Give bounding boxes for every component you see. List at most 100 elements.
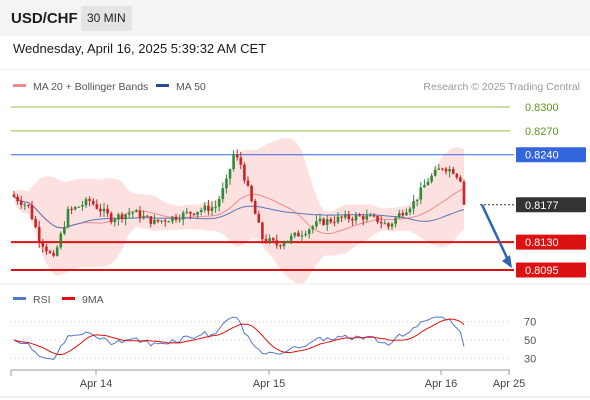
candle-body <box>415 199 419 202</box>
candle-body <box>145 215 149 217</box>
candle-body <box>354 215 358 221</box>
candle-body <box>171 216 174 222</box>
candle-body <box>84 199 88 206</box>
candle-body <box>289 235 293 241</box>
candle-body <box>387 223 390 227</box>
candle-body <box>196 211 199 215</box>
candle-body <box>426 181 430 186</box>
candle-body <box>185 211 189 213</box>
candle-body <box>199 210 203 212</box>
candle-body <box>131 212 135 214</box>
candle-body <box>243 164 246 181</box>
candle-body <box>95 204 99 209</box>
level-label: 0.8270 <box>525 126 559 138</box>
candle-body <box>325 219 329 225</box>
candle-body <box>279 245 282 247</box>
candle-body <box>408 208 412 213</box>
candle-body <box>52 252 55 256</box>
candle-body <box>77 206 81 208</box>
interval-button[interactable]: 30 MIN <box>81 6 132 31</box>
candle-body <box>253 201 257 215</box>
candle-body <box>300 235 304 237</box>
candle-body <box>181 212 185 220</box>
candle-body <box>340 216 343 218</box>
candle-body <box>401 213 405 216</box>
candle-body <box>124 214 127 220</box>
level-tag <box>516 147 586 163</box>
forecast-arrow-head <box>502 255 512 268</box>
candle-body <box>232 154 235 170</box>
candle-body <box>99 208 102 212</box>
candle-body <box>275 240 279 246</box>
candle-body <box>412 201 415 209</box>
candle-body <box>250 185 253 202</box>
candle-body <box>329 219 333 223</box>
candle-body <box>271 238 275 241</box>
candle-body <box>19 201 23 205</box>
level-label: 0.8095 <box>525 265 559 277</box>
level-label: 0.8240 <box>525 150 559 162</box>
candle-body <box>138 210 142 219</box>
candle-body <box>293 232 297 236</box>
candle-body <box>30 205 34 220</box>
candle-body <box>423 185 426 188</box>
level-tag <box>516 197 586 213</box>
candle-body <box>135 210 138 213</box>
x-tick-label: Apr 15 <box>253 378 285 390</box>
candle-body <box>419 187 423 200</box>
candle-body <box>307 229 311 234</box>
candle-body <box>113 219 117 223</box>
level-label: 0.8300 <box>525 102 559 114</box>
candle-body <box>433 169 437 176</box>
candle-body <box>91 200 95 205</box>
x-tick-label: Apr 16 <box>425 378 457 390</box>
candle-body <box>246 180 250 186</box>
candle-body <box>358 215 361 217</box>
candle-body <box>214 206 217 208</box>
rsi-legend-swatch <box>62 297 75 300</box>
candle-body <box>127 213 131 215</box>
legend-label: MA 20 + Bollinger Bands <box>33 81 148 93</box>
candle-body <box>264 239 268 242</box>
candle-body <box>225 178 228 189</box>
rsi-legend-label: 9MA <box>82 294 104 306</box>
x-tick-label: Apr 25 <box>493 378 525 390</box>
candle-body <box>23 204 27 206</box>
candle-body <box>163 220 167 222</box>
candle-body <box>282 243 286 247</box>
candle-body <box>217 199 221 207</box>
copyright-note: Research © 2025 Trading Central <box>423 81 580 93</box>
candle-body <box>106 208 109 214</box>
rsi-legend-swatch <box>13 297 26 300</box>
candle-body <box>192 213 196 215</box>
candle-body <box>383 223 387 225</box>
candle-body <box>322 218 325 225</box>
candle-body <box>257 214 261 223</box>
candle-body <box>397 213 401 218</box>
candle-body <box>347 214 351 220</box>
rsi-ma-line <box>13 318 465 356</box>
candle-body <box>462 181 466 205</box>
candle-body <box>430 175 433 182</box>
candle-body <box>369 215 372 217</box>
candle-body <box>41 241 45 247</box>
candle-body <box>70 208 73 210</box>
candle-body <box>405 212 408 216</box>
candle-body <box>203 205 207 211</box>
candle-body <box>351 219 354 221</box>
x-tick-label: Apr 14 <box>80 378 112 390</box>
candle-body <box>297 232 300 237</box>
chart-header: USD/CHF 30 MIN <box>0 0 590 36</box>
candle-body <box>210 207 214 211</box>
candle-body <box>149 216 153 224</box>
legend-label: MA 50 <box>176 81 206 93</box>
candle-body <box>448 169 451 172</box>
candle-body <box>48 251 52 253</box>
rsi-line <box>13 316 465 360</box>
candle-body <box>343 214 347 218</box>
candle-body <box>66 208 70 228</box>
candle-body <box>178 219 181 221</box>
candle-body <box>315 221 318 227</box>
candle-body <box>455 173 459 178</box>
